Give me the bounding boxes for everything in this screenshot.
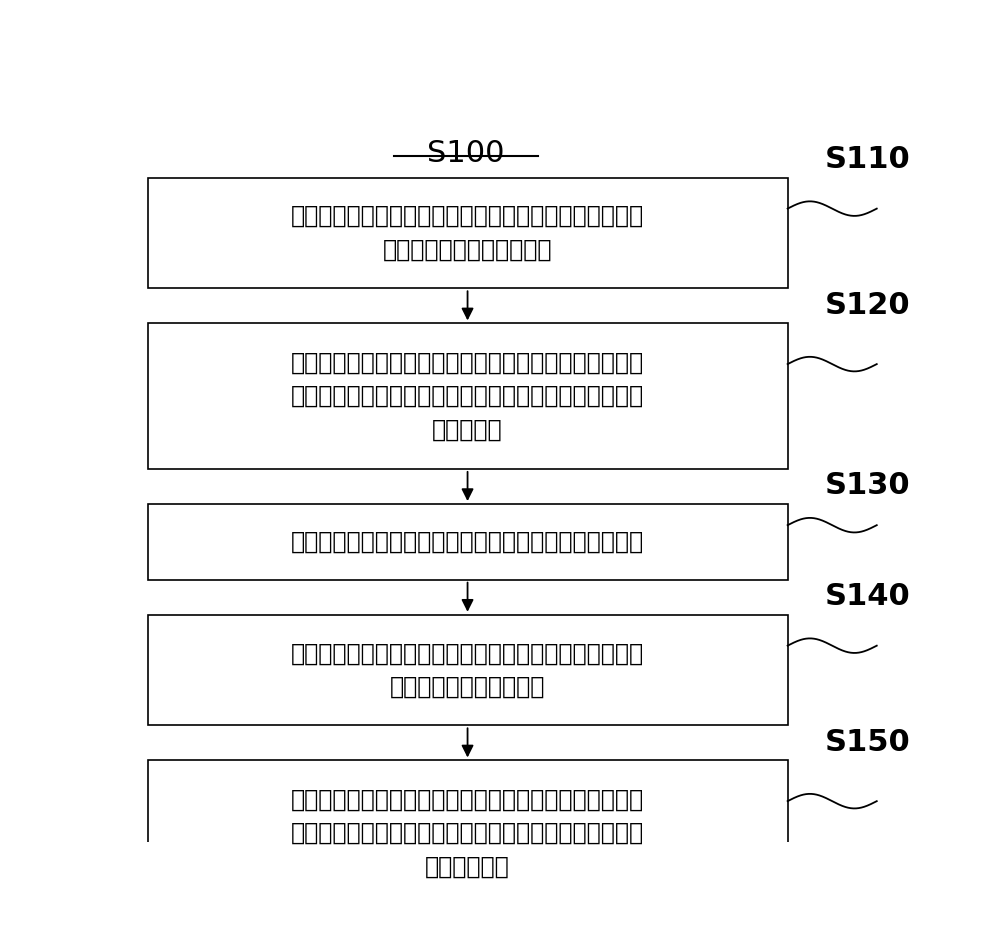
Bar bbox=[148, 615, 788, 726]
Text: 在所述假片和所述第一芯片背离所述多个第二芯片的表面
形成重布线层，所述重布线层通过所述导电通孔与所述第
一芯片电连接: 在所述假片和所述第一芯片背离所述多个第二芯片的表面 形成重布线层，所述重布线层通… bbox=[291, 788, 644, 879]
Bar bbox=[148, 504, 788, 580]
Text: S100: S100 bbox=[427, 139, 505, 168]
Text: S140: S140 bbox=[825, 582, 910, 611]
Text: S130: S130 bbox=[825, 471, 910, 500]
Bar bbox=[148, 324, 788, 469]
Text: S120: S120 bbox=[825, 290, 910, 320]
Text: 将多个第二芯片分别与所述假片和所述第一芯片进行混合
键合，所述多个第二芯片在所述假片上的正投影落在所述
假片的内侧: 将多个第二芯片分别与所述假片和所述第一芯片进行混合 键合，所述多个第二芯片在所述… bbox=[291, 351, 644, 442]
Bar bbox=[148, 178, 788, 289]
Bar bbox=[148, 761, 788, 906]
Text: S150: S150 bbox=[825, 727, 910, 757]
Text: 将第一芯片固定在假片上的槽体内，所述第一芯片和所述
假片均设置有多个导电通孔: 将第一芯片固定在假片上的槽体内，所述第一芯片和所述 假片均设置有多个导电通孔 bbox=[291, 204, 644, 262]
Text: S110: S110 bbox=[825, 145, 910, 174]
Text: 形成第一塑封层，所述第一塑封层包裹所述多个第二芯片: 形成第一塑封层，所述第一塑封层包裹所述多个第二芯片 bbox=[291, 530, 644, 553]
Text: 形成第二塑封层，所述第二塑封层包裹所述第一芯片、所
述假片和所述第一塑封层: 形成第二塑封层，所述第二塑封层包裹所述第一芯片、所 述假片和所述第一塑封层 bbox=[291, 641, 644, 699]
